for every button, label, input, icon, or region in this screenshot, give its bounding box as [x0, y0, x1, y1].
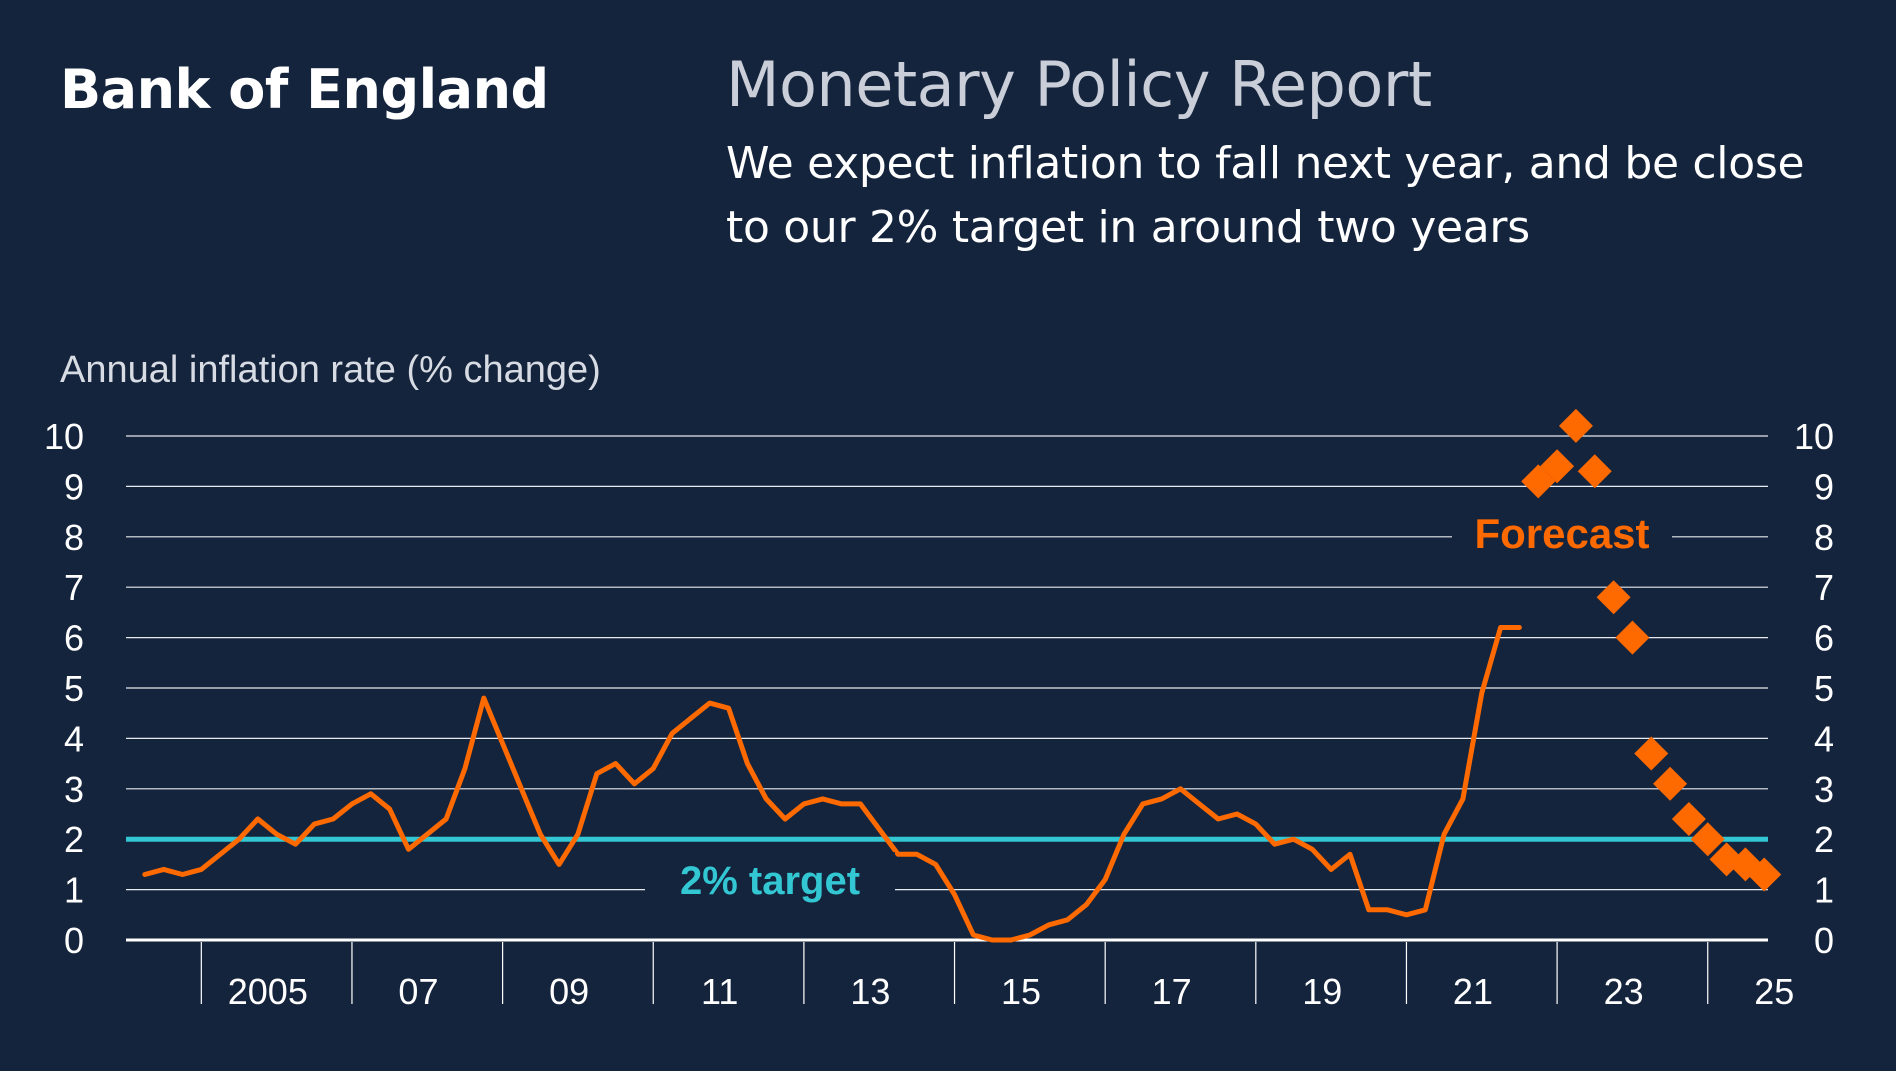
x-tick-label: 11 — [701, 971, 738, 1012]
forecast-label: Forecast — [1474, 510, 1649, 557]
y-tick-label-left: 4 — [64, 718, 84, 759]
y-tick-label-left: 9 — [64, 466, 84, 507]
y-tick-label-right: 5 — [1814, 668, 1834, 709]
x-tick-label: 23 — [1604, 971, 1644, 1012]
annotations: 2% target Forecast — [645, 504, 1672, 909]
y-tick-label-left: 0 — [64, 920, 84, 961]
report-title: Monetary Policy Report — [726, 48, 1432, 121]
inflation-series-line — [142, 625, 1522, 943]
forecast-point — [1596, 580, 1631, 615]
forecast-label-background — [1452, 504, 1672, 564]
x-tick-label: 15 — [1001, 971, 1041, 1012]
forecast-point — [1634, 736, 1669, 771]
x-tick-label: 09 — [549, 971, 589, 1012]
target-label-background — [645, 852, 895, 909]
y-tick-label-right: 1 — [1814, 870, 1834, 911]
x-tick-label: 13 — [850, 971, 890, 1012]
forecast-point — [1558, 408, 1593, 443]
forecast-point — [1690, 822, 1725, 857]
y-tick-label-left: 8 — [64, 517, 84, 558]
x-tick-label: 19 — [1302, 971, 1342, 1012]
x-tick-label: 25 — [1754, 971, 1794, 1012]
y-tick-label-left: 7 — [64, 567, 84, 608]
y-tick-label-right: 7 — [1814, 567, 1834, 608]
forecast-point — [1671, 802, 1706, 837]
x-tick-label: 21 — [1453, 971, 1493, 1012]
forecast-point — [1615, 620, 1650, 655]
y-tick-label-left: 6 — [64, 618, 84, 659]
brand-logo: Bank of England — [60, 58, 549, 121]
y-tick-label-left: 3 — [64, 769, 84, 810]
y-axis-label: Annual inflation rate (% change) — [60, 349, 601, 391]
x-tick-label: 2005 — [228, 971, 308, 1012]
y-tick-label-right: 3 — [1814, 769, 1834, 810]
y-tick-label-left: 5 — [64, 668, 84, 709]
y-tick-label-right: 4 — [1814, 718, 1834, 759]
y-tick-label-right: 8 — [1814, 517, 1834, 558]
y-tick-label-right: 0 — [1814, 920, 1834, 961]
y-tick-label-left: 1 — [64, 870, 84, 911]
target-label: 2% target — [680, 859, 860, 903]
forecast-point — [1540, 449, 1575, 484]
y-tick-label-right: 10 — [1794, 416, 1834, 457]
forecast-point — [1747, 857, 1782, 892]
y-tick-label-right: 9 — [1814, 466, 1834, 507]
x-tick-label: 07 — [398, 971, 438, 1012]
series-group — [142, 408, 1782, 943]
forecast-point — [1577, 454, 1612, 489]
y-tick-label-right: 2 — [1814, 819, 1834, 860]
x-tick-label: 17 — [1152, 971, 1192, 1012]
y-tick-label-left: 2 — [64, 819, 84, 860]
y-tick-label-right: 6 — [1814, 618, 1834, 659]
chart-subtitle: We expect inflation to fall next year, a… — [726, 138, 1805, 253]
y-tick-label-left: 10 — [44, 416, 84, 457]
forecast-point — [1653, 766, 1688, 801]
